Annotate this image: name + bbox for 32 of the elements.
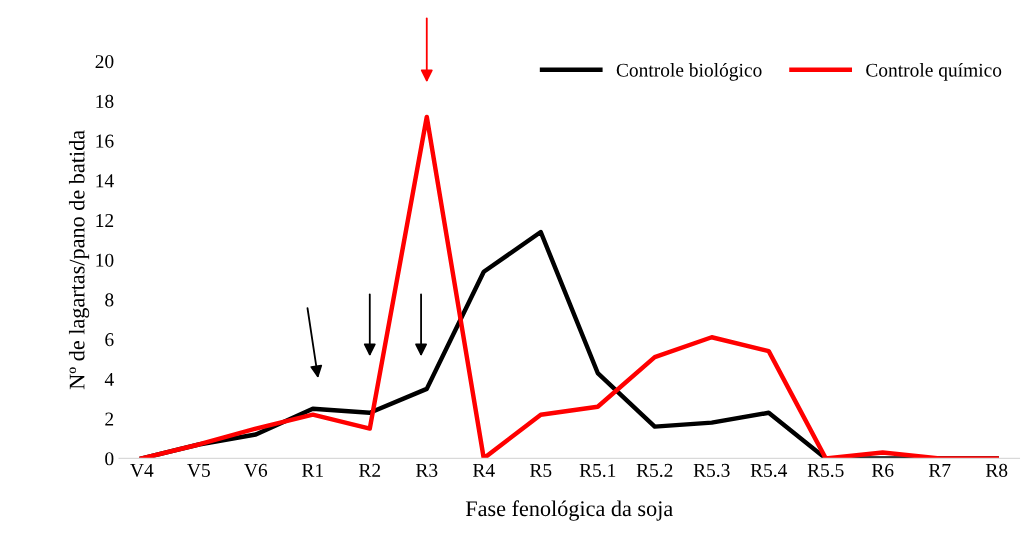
x-tick-label: R5.3 bbox=[693, 463, 730, 478]
legend-label: Controle biológico bbox=[616, 63, 762, 81]
legend-label: Controle químico bbox=[866, 63, 1002, 81]
y-tick-label: 18 bbox=[96, 94, 114, 108]
x-tick-label: V6 bbox=[244, 463, 268, 478]
x-tick-label: R1 bbox=[302, 463, 323, 477]
y-tick-label: 12 bbox=[96, 214, 114, 227]
x-tick-label: R5.5 bbox=[807, 464, 844, 478]
x-tick-label: R7 bbox=[928, 464, 951, 477]
y-tick-label: 20 bbox=[95, 55, 114, 69]
x-tick-label: R2 bbox=[359, 463, 381, 477]
y-tick-label: 8 bbox=[105, 293, 114, 307]
x-tick-label: R5.2 bbox=[636, 463, 673, 478]
x-tick-label: V4 bbox=[130, 463, 154, 478]
x-tick-label: R5.1 bbox=[579, 463, 616, 478]
x-tick-label: R8 bbox=[985, 463, 1008, 477]
y-tick-label: 14 bbox=[96, 174, 114, 188]
x-tick-label: R3 bbox=[415, 463, 438, 477]
y-tick-label: 0 bbox=[105, 452, 114, 466]
y-tick-label: 6 bbox=[105, 333, 114, 347]
y-axis-title: Nº de lagartas/pano de batida bbox=[68, 130, 90, 390]
x-tick-label: R6 bbox=[871, 463, 894, 477]
x-axis-title: Fase fenológica da soja bbox=[465, 500, 673, 521]
x-tick-label: R5.4 bbox=[750, 463, 788, 478]
y-tick-label: 4 bbox=[104, 372, 114, 386]
x-tick-label: V5 bbox=[187, 464, 210, 478]
line-series bbox=[139, 114, 999, 459]
y-tick-label: 10 bbox=[96, 253, 114, 267]
y-tick-label: 16 bbox=[96, 134, 114, 148]
y-tick-label: 2 bbox=[105, 412, 114, 426]
x-tick-label: R4 bbox=[472, 463, 495, 477]
x-tick-label: R5 bbox=[529, 464, 552, 477]
